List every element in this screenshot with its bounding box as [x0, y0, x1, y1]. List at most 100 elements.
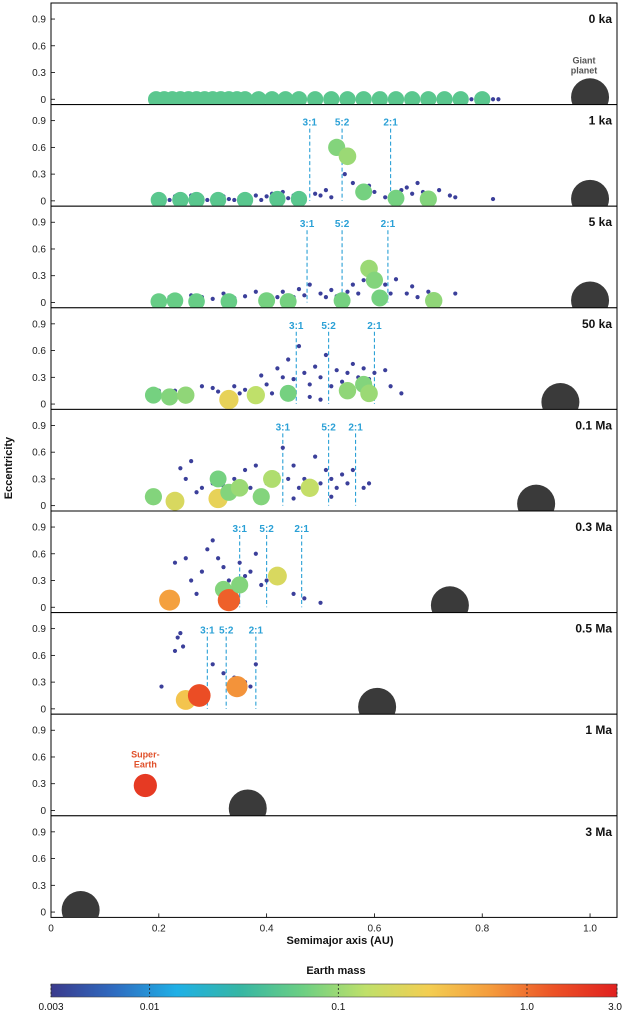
- planetesimal-point: [172, 648, 178, 654]
- panel-time-label: 0.5 Ma: [575, 622, 612, 636]
- y-tick-label: 0.6: [32, 752, 46, 763]
- planetesimal-point: [404, 291, 409, 296]
- giant-planet: [541, 383, 580, 410]
- planetesimal-point: [178, 630, 183, 636]
- y-tick-label: 0.6: [32, 244, 46, 255]
- panel-content: [61, 891, 100, 918]
- panel-time-label: 0.1 Ma: [575, 418, 612, 432]
- planetesimal-point: [237, 391, 242, 396]
- planetesimal-point: [415, 180, 420, 186]
- panel-content: [133, 773, 267, 816]
- resonance-label: 2:1: [367, 321, 382, 332]
- planetesimal-point: [172, 560, 178, 565]
- embryo-point: [420, 91, 437, 105]
- embryo-point: [290, 190, 308, 207]
- giant-planet: [517, 484, 556, 511]
- planetesimal-point: [232, 384, 237, 389]
- planetesimal-point: [221, 671, 226, 676]
- planetesimal-point: [410, 191, 415, 196]
- planetesimal-point: [307, 394, 312, 400]
- embryo-point: [250, 91, 267, 105]
- y-tick-label: 0.3: [32, 373, 46, 384]
- embryo-point: [209, 470, 227, 488]
- y-tick-label: 0.9: [32, 15, 46, 26]
- y-tick-label: 0: [40, 95, 46, 106]
- planetesimal-point: [226, 578, 231, 583]
- planetesimal-point: [302, 596, 307, 601]
- planetesimal-point: [318, 375, 323, 380]
- planetesimal-point: [248, 485, 253, 490]
- panel-time-label: 5 ka: [589, 215, 613, 229]
- planetesimal-point: [167, 197, 172, 203]
- y-tick-label: 0.9: [32, 523, 46, 534]
- y-tick-label: 0.6: [32, 41, 46, 52]
- planetesimal-point: [323, 352, 329, 358]
- giant-planet: [571, 281, 610, 308]
- embryo-point: [387, 91, 405, 105]
- planetesimal-point: [275, 366, 280, 371]
- embryo-point: [252, 488, 270, 506]
- planetesimal-point: [361, 485, 366, 490]
- embryo-point: [339, 91, 356, 105]
- panel-8: 0 0.3 0.6 0.9 3 Ma: [32, 815, 618, 919]
- panel-time-label: 1 ka: [589, 114, 613, 128]
- y-axis-label: Eccentricity: [3, 436, 15, 499]
- panel-time-label: 50 ka: [582, 317, 612, 331]
- embryo-point: [230, 479, 249, 497]
- planetesimal-point: [199, 569, 205, 574]
- colorbar-tick-label: 1.0: [520, 1002, 534, 1013]
- embryo-point: [474, 91, 491, 105]
- y-tick-label: 0.3: [32, 474, 46, 485]
- embryo-point: [236, 191, 254, 207]
- y-tick-label: 0.6: [32, 143, 46, 154]
- embryo-point: [323, 91, 340, 105]
- planetesimal-point: [329, 476, 334, 482]
- embryo-point: [371, 91, 388, 105]
- embryo-point: [217, 588, 241, 612]
- embryo-point: [144, 488, 163, 506]
- embryo-point: [219, 389, 239, 410]
- planetesimal-point: [426, 289, 431, 294]
- resonance-label: 3:1: [200, 626, 215, 637]
- embryo-point: [279, 293, 297, 308]
- x-tick-label: 0.4: [260, 923, 274, 934]
- planetesimal-point: [286, 476, 291, 482]
- x-tick-label: 0.6: [367, 923, 381, 934]
- panel-content: [147, 78, 610, 105]
- resonance-label: 5:2: [321, 422, 336, 433]
- planetesimal-point: [248, 684, 253, 689]
- x-tick-label: 0: [48, 923, 54, 934]
- planetesimal-point: [280, 289, 285, 294]
- planetesimal-point: [180, 644, 186, 649]
- embryo-point: [150, 293, 168, 308]
- y-tick-label: 0: [40, 603, 46, 614]
- planetesimal-point: [313, 454, 318, 459]
- planetesimal-point: [291, 496, 296, 501]
- y-tick-label: 0: [40, 298, 46, 309]
- colorbar-gradient: [50, 983, 618, 998]
- embryo-point: [177, 386, 195, 404]
- resonance-label: 2:1: [381, 219, 396, 230]
- planetesimal-point: [393, 277, 399, 282]
- planetesimal-point: [264, 194, 269, 199]
- colorbar-tick-label: 0.003: [38, 1002, 63, 1013]
- giant-planet-label: Giant: [573, 55, 596, 65]
- planetesimal-point: [221, 565, 226, 570]
- planetesimal-point: [383, 368, 388, 373]
- embryo-point: [209, 191, 227, 207]
- super-earth-label: Earth: [134, 759, 157, 769]
- panel-3: 0 0.3 0.6 0.9 3:1 5:2 2:1 50 ka: [32, 307, 618, 411]
- planetesimal-point: [275, 295, 280, 300]
- planetesimal-point: [232, 197, 237, 203]
- y-tick-label: 0.9: [32, 319, 46, 330]
- panel-4: 0 0.3 0.6 0.9 3:1 5:2 2:1 0.1 Ma: [32, 408, 618, 512]
- planetesimal-point: [194, 591, 199, 596]
- colorbar-tick-label: 3.0: [608, 1002, 622, 1013]
- y-tick-label: 0.9: [32, 218, 46, 229]
- panel-frame: [50, 2, 618, 106]
- planetesimal-point: [404, 185, 409, 190]
- embryo-point: [150, 191, 167, 207]
- planetesimal-point: [242, 294, 248, 299]
- y-tick-label: 0: [40, 501, 46, 512]
